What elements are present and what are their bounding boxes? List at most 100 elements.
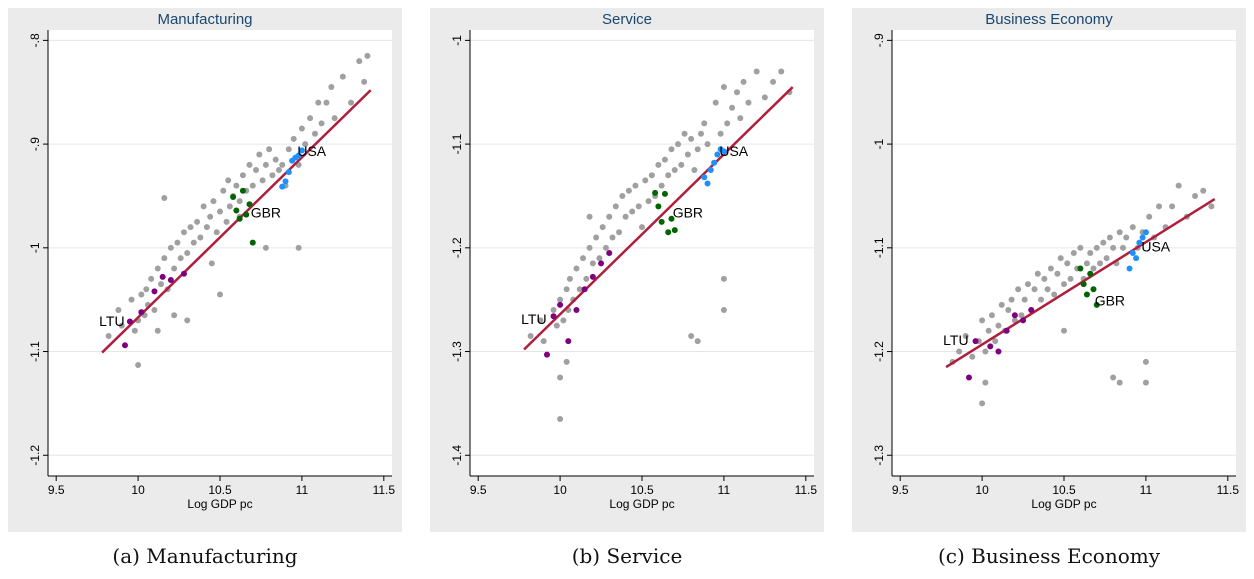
highlight-point-ltu xyxy=(1020,317,1027,324)
data-point xyxy=(1034,270,1041,277)
data-point xyxy=(236,198,243,205)
y-tick-label: -1 xyxy=(28,242,42,253)
data-point xyxy=(1051,291,1058,298)
caption-c: (c) Business Economy xyxy=(937,544,1161,568)
data-point xyxy=(279,161,286,168)
data-point xyxy=(675,141,682,148)
data-point xyxy=(1057,255,1064,262)
data-point xyxy=(1054,270,1061,277)
highlight-point-gbr xyxy=(233,207,240,214)
data-point xyxy=(694,338,701,345)
highlight-point-usa xyxy=(1139,234,1146,241)
data-point xyxy=(720,84,727,91)
data-point xyxy=(956,348,963,355)
highlight-point-gbr xyxy=(236,215,243,222)
y-tick-label: -1.2 xyxy=(28,445,42,466)
y-tick-label: -1.1 xyxy=(872,237,886,258)
highlight-point-usa xyxy=(295,152,302,159)
chart-svg: Service -1 -1.1 -1.2 -1.3 -1.4 9.5 10 10.5 11 11.5… xyxy=(450,11,818,511)
data-point xyxy=(962,332,969,339)
caption-a: (a) Manufacturing xyxy=(112,544,298,568)
data-point xyxy=(315,99,322,106)
data-point xyxy=(1077,244,1084,251)
highlight-point-gbr xyxy=(230,193,237,200)
data-point xyxy=(226,203,233,210)
data-point xyxy=(1087,250,1094,256)
y-tick-label: -1 xyxy=(872,138,886,149)
data-point xyxy=(177,255,184,262)
data-point xyxy=(557,374,564,381)
x-tick-label: 11.5 xyxy=(373,483,396,497)
data-point xyxy=(596,255,603,262)
highlight-point-gbr xyxy=(661,190,668,197)
plot-area xyxy=(892,30,1236,476)
data-point xyxy=(262,244,269,251)
data-point xyxy=(223,218,230,225)
y-tick-label: -.9 xyxy=(872,33,886,47)
data-point xyxy=(161,255,168,262)
data-point xyxy=(171,265,178,272)
data-point xyxy=(979,317,986,324)
data-point xyxy=(1047,265,1054,272)
data-point xyxy=(290,135,297,142)
data-point xyxy=(678,161,685,168)
data-point xyxy=(190,239,197,246)
data-point xyxy=(969,353,976,360)
data-point xyxy=(331,115,338,122)
data-point xyxy=(761,94,768,101)
data-point xyxy=(668,146,675,153)
data-point xyxy=(720,307,727,314)
data-point xyxy=(154,265,161,272)
x-tick-label: 10.5 xyxy=(208,483,232,497)
x-tick-label: 11 xyxy=(718,483,731,497)
highlight-point-gbr xyxy=(655,203,662,210)
data-point xyxy=(1116,229,1123,236)
highlight-point-ltu xyxy=(121,342,128,349)
data-point xyxy=(734,89,741,96)
highlight-point-usa xyxy=(1129,250,1136,256)
data-point xyxy=(593,234,600,241)
x-tick-label: 9.5 xyxy=(470,483,487,497)
chart-svg: Business Economy -.9 -1 -1.1 -1.2 -1.3 9.5 10 10… xyxy=(872,11,1239,511)
data-point xyxy=(348,99,355,106)
data-point xyxy=(1070,250,1077,256)
data-point xyxy=(704,141,711,148)
data-point xyxy=(688,135,695,142)
x-axis-label: Log GDP pc xyxy=(609,497,674,511)
highlight-point-usa xyxy=(704,180,711,187)
highlight-point-ltu xyxy=(987,343,994,350)
plot-area xyxy=(470,30,814,476)
data-point xyxy=(658,182,665,189)
data-point xyxy=(259,177,266,184)
highlight-point-usa xyxy=(711,159,718,166)
data-point xyxy=(239,172,246,179)
data-point xyxy=(632,182,639,189)
data-point xyxy=(625,187,632,194)
highlight-point-ltu xyxy=(167,276,174,283)
data-point xyxy=(1090,265,1097,272)
highlight-point-usa xyxy=(282,178,289,185)
data-point xyxy=(606,213,613,220)
data-point xyxy=(1106,234,1113,241)
chart-svg: Manufacturing -.8 -.9 -1 -1.1 -1.2 9.5 10 10.5 11… xyxy=(28,11,396,511)
data-point xyxy=(1083,260,1090,267)
data-point xyxy=(697,130,704,137)
y-tick-label: -1.4 xyxy=(450,445,464,466)
data-point xyxy=(249,182,256,189)
country-label-ltu: LTU xyxy=(943,332,968,348)
x-tick-label: 11.5 xyxy=(795,483,818,497)
data-point xyxy=(128,296,135,303)
data-point xyxy=(998,301,1005,308)
data-point xyxy=(217,208,223,215)
highlight-point-usa xyxy=(720,148,727,155)
data-point xyxy=(684,151,691,158)
data-point xyxy=(1156,203,1163,210)
data-point xyxy=(778,68,785,75)
y-tick-label: -.8 xyxy=(28,33,42,47)
highlight-point-usa xyxy=(298,147,305,154)
data-point xyxy=(580,255,587,262)
data-point xyxy=(648,172,655,179)
data-point xyxy=(1018,312,1025,319)
data-point xyxy=(1119,244,1126,251)
data-point xyxy=(553,322,560,329)
